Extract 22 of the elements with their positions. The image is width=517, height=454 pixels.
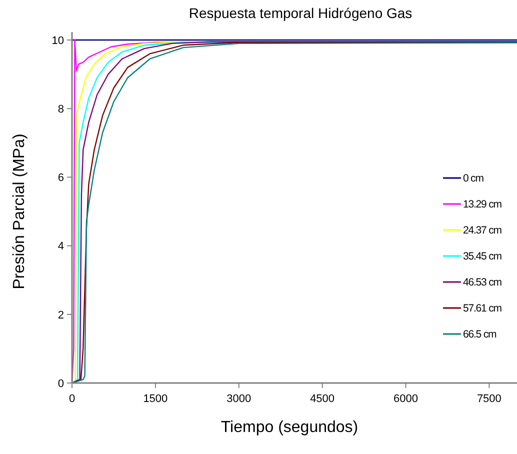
y-tick-label: 0 <box>58 378 64 390</box>
x-tick-label: 0 <box>68 393 76 405</box>
x-tick-label: 7500 <box>476 393 502 405</box>
y-tick-label: 4 <box>58 240 64 253</box>
y-tick-label: 2 <box>58 309 64 322</box>
legend-label: 35.45 cm <box>463 250 502 263</box>
chart-title: Respuesta temporal Hidrógeno Gas <box>188 5 412 21</box>
legend-label: 13.29 cm <box>463 198 502 211</box>
legend-label: 66.5 cm <box>463 328 498 341</box>
y-axis-title: Presión Parcial (MPa) <box>11 134 28 290</box>
x-tick-label: 1500 <box>143 393 168 405</box>
x-axis-title: Tiempo (segundos) <box>220 419 358 436</box>
legend-label: 0 cm <box>463 172 484 185</box>
y-tick-label: 10 <box>52 34 64 47</box>
x-tick-label: 3000 <box>226 393 252 405</box>
legend-label: 46.53 cm <box>463 276 502 289</box>
legend-label: 57.61 cm <box>463 302 502 315</box>
x-tick-label: 6000 <box>394 393 418 405</box>
y-tick-label: 6 <box>58 172 64 184</box>
legend-label: 24.37 cm <box>463 224 502 237</box>
y-tick-label: 8 <box>58 103 64 116</box>
x-tick-label: 4500 <box>310 393 335 405</box>
